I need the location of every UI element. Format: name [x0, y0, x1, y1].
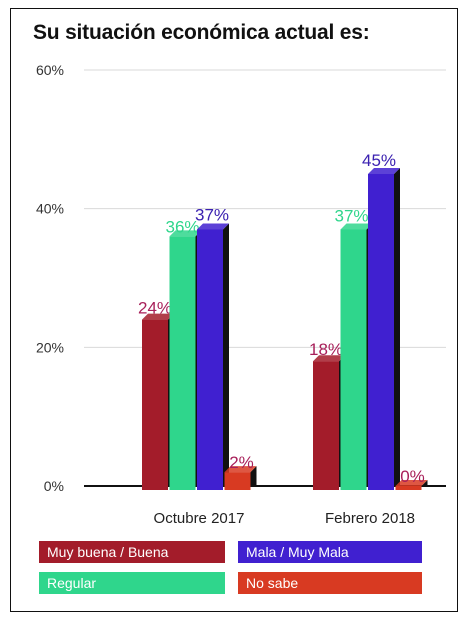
bar — [197, 229, 223, 490]
y-tick-label: 0% — [44, 478, 64, 494]
data-label: 36% — [165, 217, 199, 236]
bar-top — [142, 313, 174, 320]
bar-side — [394, 168, 400, 486]
x-tick-label: Octubre 2017 — [154, 510, 245, 527]
legend-item-mala: Mala / Muy Mala — [238, 541, 422, 563]
bar — [395, 486, 422, 490]
bar — [142, 319, 168, 490]
bar-top — [340, 223, 373, 230]
data-label: 37% — [334, 206, 368, 225]
data-label: 18% — [309, 340, 343, 359]
data-label: 0% — [400, 467, 425, 486]
data-label: 45% — [362, 151, 396, 170]
bar-top — [197, 223, 229, 230]
bar-top — [169, 230, 202, 237]
legend-item-muy-buena: Muy buena / Buena — [39, 541, 225, 563]
data-label: 2% — [229, 453, 254, 472]
legend-item-no-sabe: No sabe — [238, 572, 422, 594]
y-tick-label: 60% — [36, 62, 64, 78]
bar — [368, 174, 394, 490]
bar — [313, 361, 339, 490]
bar-top — [395, 480, 428, 486]
bar-top — [368, 168, 400, 174]
bar-top — [224, 466, 257, 473]
y-tick-label: 20% — [36, 339, 64, 355]
bar-side — [223, 223, 229, 486]
legend-item-regular: Regular — [39, 572, 225, 594]
y-tick-label: 40% — [36, 201, 64, 217]
bar — [224, 472, 251, 490]
bar-side — [250, 466, 257, 486]
data-label: 24% — [138, 299, 172, 318]
x-tick-label: Febrero 2018 — [325, 510, 415, 527]
bar — [340, 229, 367, 490]
chart-title: Su situación económica actual es: — [33, 21, 370, 44]
bar-top — [313, 355, 345, 362]
data-label: 37% — [195, 205, 229, 224]
bar — [169, 236, 196, 490]
